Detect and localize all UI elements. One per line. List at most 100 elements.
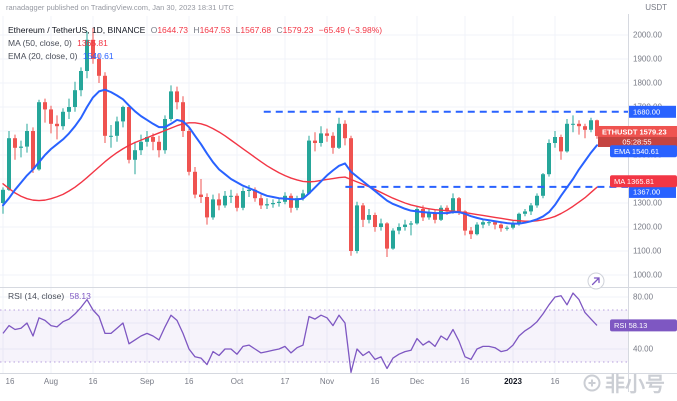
high-label: H bbox=[193, 25, 200, 35]
time-label: Dec bbox=[410, 377, 424, 386]
svg-text:1300.00: 1300.00 bbox=[633, 199, 662, 208]
candle-body bbox=[289, 195, 293, 208]
time-label: 16 bbox=[551, 377, 560, 386]
svg-text:ETHUSDT 1579.23: ETHUSDT 1579.23 bbox=[602, 127, 667, 136]
open-value: 1644.73 bbox=[157, 25, 189, 35]
share-arrow-icon[interactable] bbox=[587, 272, 605, 290]
candle-body bbox=[385, 223, 389, 249]
candle-body bbox=[121, 107, 125, 122]
level-price-label bbox=[629, 185, 676, 198]
candle-body bbox=[589, 120, 593, 130]
ema-legend-value: 1540.61 bbox=[82, 51, 114, 61]
time-label: 16 bbox=[461, 377, 470, 386]
ema-legend-label: EMA (20, close, 0) bbox=[8, 51, 78, 61]
candle-body bbox=[571, 123, 575, 125]
rsi-legend-value: 58.13 bbox=[69, 291, 91, 301]
candle-body bbox=[415, 209, 419, 224]
svg-text:1000.00: 1000.00 bbox=[633, 271, 662, 280]
candle-body bbox=[139, 141, 143, 151]
candle-body bbox=[175, 91, 179, 103]
price-legend: Ethereum / TetherUS, 1D, BINANCE O1644.7… bbox=[8, 24, 385, 63]
currency-label: USDT bbox=[645, 3, 667, 12]
candle-body bbox=[403, 224, 407, 227]
candle-body bbox=[115, 121, 119, 136]
candle-body bbox=[67, 107, 71, 112]
candle-body bbox=[277, 201, 281, 203]
ema-legend-row: EMA (20, close, 0) 1540.61 bbox=[8, 50, 385, 63]
candle-body bbox=[265, 204, 269, 206]
candle-body bbox=[535, 195, 539, 206]
candle-body bbox=[109, 135, 113, 137]
candle-body bbox=[97, 59, 101, 76]
rsi-legend-label: RSI (14, close) bbox=[8, 291, 65, 301]
candle-body bbox=[517, 213, 521, 224]
candle-body bbox=[523, 211, 527, 214]
candle-body bbox=[583, 126, 587, 130]
svg-text:EMA 1540.61: EMA 1540.61 bbox=[614, 147, 659, 156]
candle-body bbox=[127, 107, 131, 160]
candle-body bbox=[367, 215, 371, 220]
axis-badges: 1680.00 1367.00 ETHUSDT 1579.2305:28:55EMA… bbox=[598, 105, 677, 332]
candle-body bbox=[505, 227, 509, 229]
candle-body bbox=[49, 109, 53, 124]
candle-body bbox=[229, 195, 233, 197]
candle-body bbox=[499, 224, 503, 229]
candle-body bbox=[331, 135, 335, 148]
watermark-logo-icon bbox=[583, 374, 601, 391]
time-label: 16 bbox=[371, 377, 380, 386]
candle-body bbox=[169, 91, 173, 119]
ema-axis-badge: EMA 1540.61 bbox=[610, 145, 677, 158]
candle-body bbox=[433, 212, 437, 220]
candle-body bbox=[427, 212, 431, 218]
candle-body bbox=[205, 197, 209, 218]
candle-body bbox=[343, 123, 347, 139]
candle-body bbox=[451, 198, 455, 212]
candle-body bbox=[469, 230, 473, 235]
candle-body bbox=[313, 140, 317, 143]
candle-body bbox=[271, 203, 275, 205]
candle-body bbox=[553, 137, 557, 143]
candle-body bbox=[157, 141, 161, 151]
gridlines bbox=[0, 16, 628, 373]
candle-body bbox=[193, 171, 197, 195]
candle-body bbox=[361, 205, 365, 220]
candle-body bbox=[61, 111, 65, 127]
candle-body bbox=[19, 146, 23, 148]
candle-body bbox=[325, 133, 329, 136]
candle-body bbox=[37, 102, 41, 170]
candle-body bbox=[409, 223, 413, 225]
attribution: ranadagger published on TradingView.com,… bbox=[6, 3, 234, 12]
low-value: 1567.68 bbox=[240, 25, 272, 35]
candle-body bbox=[145, 137, 149, 142]
candles bbox=[1, 27, 599, 257]
candle-body bbox=[103, 75, 107, 136]
ma-legend-label: MA (50, close, 0) bbox=[8, 38, 72, 48]
candle-body bbox=[475, 224, 479, 235]
candle-body bbox=[133, 150, 137, 160]
close-label: C bbox=[276, 25, 283, 35]
watermark-text: 非小号 bbox=[605, 374, 665, 396]
watermark: 非小号 bbox=[583, 368, 665, 397]
ma-line bbox=[2, 122, 598, 222]
svg-text:1100.00: 1100.00 bbox=[633, 247, 662, 256]
candle-body bbox=[463, 211, 467, 231]
open-label: O bbox=[150, 25, 158, 35]
time-label: Aug bbox=[44, 377, 58, 386]
svg-text:80.00: 80.00 bbox=[633, 293, 654, 302]
candle-body bbox=[25, 131, 29, 147]
candle-body bbox=[223, 195, 227, 206]
svg-text:2000.00: 2000.00 bbox=[633, 31, 662, 40]
candle-body bbox=[481, 222, 485, 225]
rsi-line bbox=[2, 292, 598, 374]
candle-body bbox=[151, 137, 155, 142]
time-label: Sep bbox=[140, 377, 155, 386]
candle-body bbox=[253, 189, 257, 199]
ma-axis-badge: MA 1365.81 bbox=[610, 175, 677, 188]
ma-legend-row: MA (50, close, 0) 1365.81 bbox=[8, 37, 385, 50]
candle-body bbox=[247, 189, 251, 191]
candle-body bbox=[31, 131, 35, 170]
candle-body bbox=[307, 140, 311, 194]
candle-body bbox=[295, 198, 299, 208]
